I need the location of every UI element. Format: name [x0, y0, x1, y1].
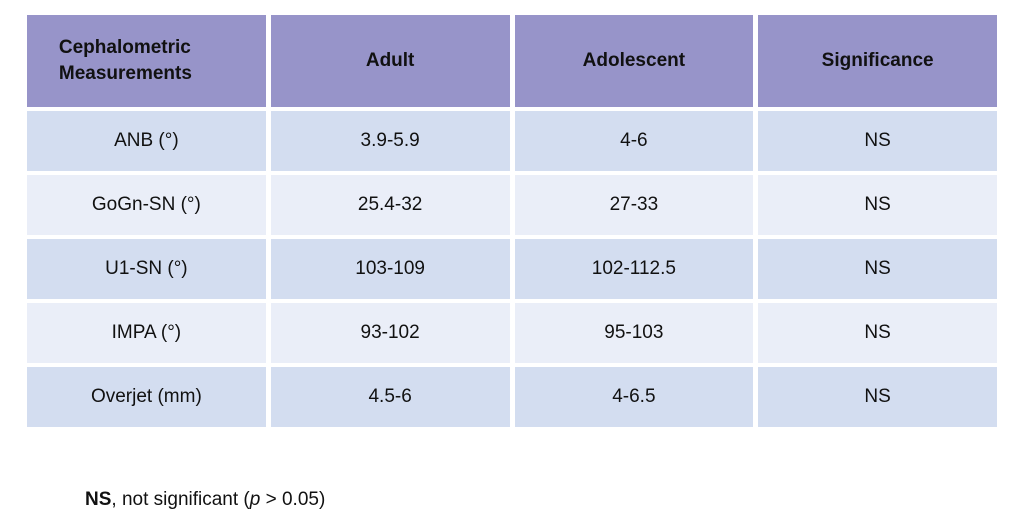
adolescent-value-cell: 95-103 [514, 303, 754, 363]
table-row-overjet: Overjet (mm) 4.5-6 4-6.5 NS [27, 367, 997, 427]
column-header-measurements: Cephalometric Measurements [27, 15, 266, 107]
footnote-text-end: > 0.05) [260, 489, 326, 510]
measurement-cell: U1-SN (°) [27, 239, 266, 299]
significance-cell: NS [758, 239, 997, 299]
table-row-impa: IMPA (°) 93-102 95-103 NS [27, 303, 997, 363]
table-row-u1-sn: U1-SN (°) 103-109 102-112.5 NS [27, 239, 997, 299]
adult-value-cell: 103-109 [270, 239, 510, 299]
column-header-adult: Adult [270, 15, 510, 107]
significance-cell: NS [758, 303, 997, 363]
adolescent-value-cell: 102-112.5 [514, 239, 754, 299]
column-header-measurements-label: Cephalometric Measurements [58, 37, 192, 84]
footnote-p-symbol: p [249, 489, 261, 510]
table-body: ANB (°) 3.9-5.9 4-6 NS GoGn-SN (°) 25.4-… [27, 111, 997, 427]
significance-cell: NS [758, 111, 997, 171]
adolescent-value-cell: 27-33 [514, 175, 754, 235]
adolescent-value-cell: 4-6.5 [514, 367, 754, 427]
cephalometric-measurements-table: Cephalometric Measurements Adult Adolesc… [22, 11, 1002, 431]
footnote-ns-abbreviation: NS [85, 489, 112, 510]
column-header-significance: Significance [758, 15, 997, 107]
measurement-cell: ANB (°) [27, 111, 266, 171]
measurement-cell: Overjet (mm) [27, 367, 266, 427]
adolescent-value-cell: 4-6 [514, 111, 754, 171]
significance-cell: NS [758, 367, 997, 427]
significance-cell: NS [758, 175, 997, 235]
table-header: Cephalometric Measurements Adult Adolesc… [27, 15, 997, 107]
header-row: Cephalometric Measurements Adult Adolesc… [27, 15, 997, 107]
adult-value-cell: 3.9-5.9 [270, 111, 510, 171]
adult-value-cell: 25.4-32 [270, 175, 510, 235]
column-header-adolescent: Adolescent [514, 15, 754, 107]
footnote: NS, not significant (p > 0.05) [85, 489, 325, 511]
adult-value-cell: 4.5-6 [270, 367, 510, 427]
measurement-cell: GoGn-SN (°) [27, 175, 266, 235]
footnote-text: , not significant ( [111, 489, 250, 510]
adult-value-cell: 93-102 [270, 303, 510, 363]
measurement-cell: IMPA (°) [27, 303, 266, 363]
table-row-gogn-sn: GoGn-SN (°) 25.4-32 27-33 NS [27, 175, 997, 235]
table-row-anb: ANB (°) 3.9-5.9 4-6 NS [27, 111, 997, 171]
